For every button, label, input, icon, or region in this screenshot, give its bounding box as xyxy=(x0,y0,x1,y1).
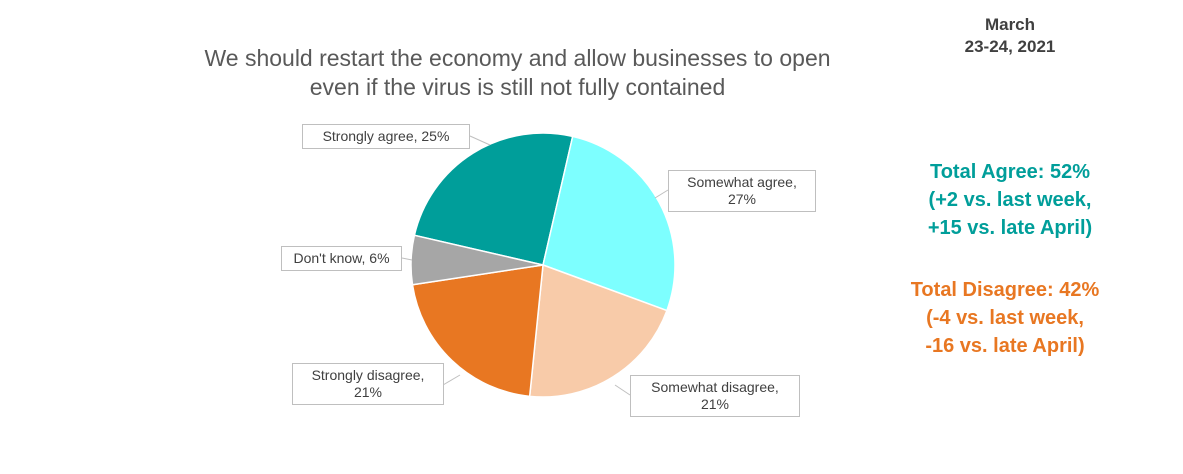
data-label: Somewhat disagree, 21% xyxy=(630,375,800,417)
note-line: +15 vs. late April) xyxy=(927,217,1093,239)
note-line: Total Disagree: 42% xyxy=(910,279,1100,301)
leader-line xyxy=(654,189,669,199)
note-line: (+2 vs. last week, xyxy=(928,189,1092,211)
note-line: Total Agree: 52% xyxy=(929,161,1091,183)
data-label: Strongly agree, 25% xyxy=(302,124,470,149)
leader-line xyxy=(401,257,413,261)
pie-slice xyxy=(528,263,668,398)
pie-slice xyxy=(411,264,544,398)
date-line: 23-24, 2021 xyxy=(964,37,1056,56)
data-label: Somewhat agree, 27% xyxy=(668,170,816,212)
agree-note: Total Agree: 52% (+2 vs. last week, +15 … xyxy=(880,158,1140,242)
note-line: -16 vs. late April) xyxy=(925,335,1085,357)
leader-line xyxy=(469,135,491,146)
date-note: March 23-24, 2021 xyxy=(940,14,1080,58)
data-label: Don't know, 6% xyxy=(281,246,402,271)
note-line: (-4 vs. last week, xyxy=(926,307,1084,329)
chart-title: We should restart the economy and allow … xyxy=(204,45,831,100)
leader-line xyxy=(614,384,631,396)
pie-slice xyxy=(542,135,676,312)
leader-line xyxy=(442,374,461,386)
disagree-note: Total Disagree: 42% (-4 vs. last week, -… xyxy=(875,276,1135,360)
data-label: Strongly disagree, 21% xyxy=(292,363,444,405)
date-line: March xyxy=(984,15,1036,34)
pie-slice xyxy=(413,132,574,266)
